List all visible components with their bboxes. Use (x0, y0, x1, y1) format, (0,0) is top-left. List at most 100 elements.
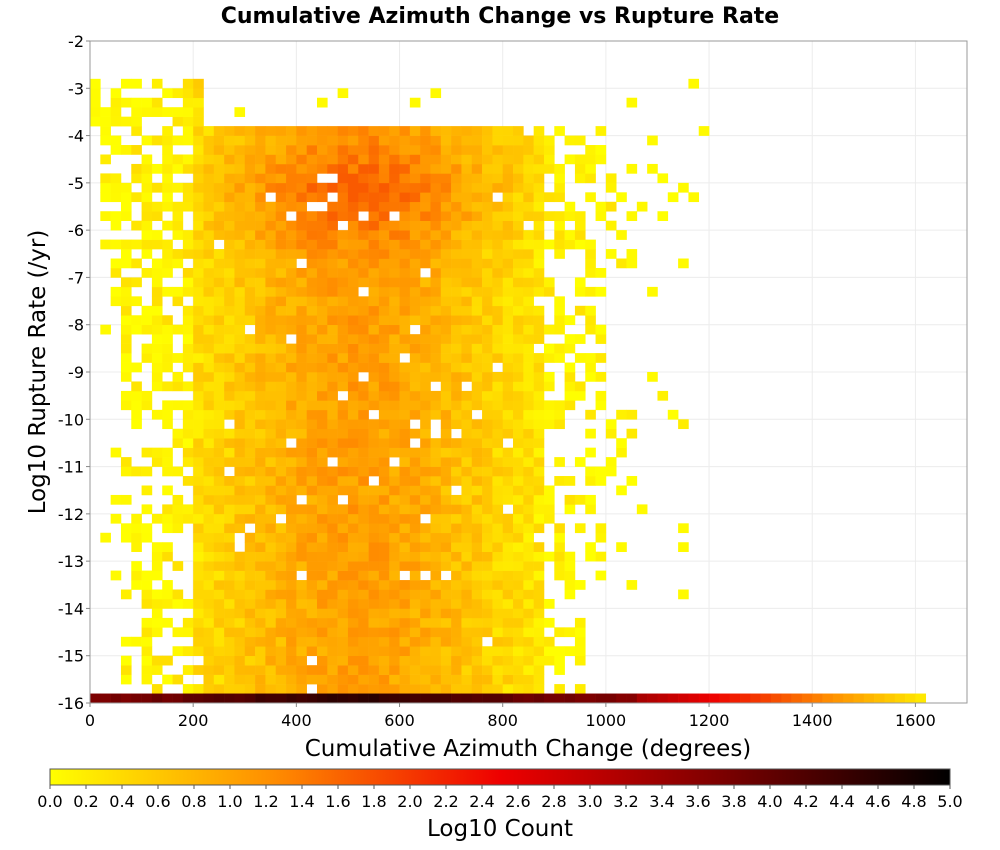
heatmap-cell (224, 447, 235, 458)
heatmap-cell (286, 523, 297, 534)
heatmap-cell (337, 532, 349, 543)
heatmap-cell (409, 305, 421, 316)
heatmap-cell (141, 249, 153, 259)
heatmap-cell (358, 239, 369, 250)
heatmap-cell (255, 561, 266, 571)
heatmap-cell (141, 324, 153, 335)
heatmap-cell (193, 476, 204, 486)
heatmap-cell (182, 249, 194, 259)
heatmap-cell (306, 324, 318, 335)
heatmap-cell (564, 362, 576, 373)
heatmap-cell (533, 353, 545, 363)
heatmap-cell (244, 561, 256, 571)
heatmap-cell (296, 419, 307, 430)
heatmap-cell (182, 315, 194, 326)
heatmap-cell (120, 636, 132, 647)
heatmap-cell (316, 315, 328, 326)
heatmap-cell (255, 267, 266, 278)
heatmap-cell (275, 466, 287, 477)
heatmap-cell (110, 182, 122, 193)
heatmap-cell (347, 485, 359, 496)
heatmap-cell (244, 296, 256, 307)
heatmap-cell (492, 665, 504, 675)
heatmap-cell (151, 513, 163, 524)
heatmap-cell (337, 466, 349, 477)
heatmap-cell (213, 627, 225, 638)
heatmap-cell (244, 580, 256, 590)
heatmap-cell (420, 617, 431, 628)
heatmap-cell (172, 286, 184, 297)
heatmap-cell (595, 126, 607, 136)
heatmap-cell (234, 494, 246, 505)
heatmap-cell (203, 334, 215, 344)
heatmap-cell (502, 674, 514, 685)
heatmap-cell (244, 457, 256, 467)
heatmap-cell (574, 617, 586, 628)
heatmap-cell (213, 684, 225, 694)
heatmap-cell (120, 182, 132, 193)
heatmap-cell (296, 277, 307, 288)
heatmap-cell (461, 570, 473, 581)
heatmap-cell (203, 655, 215, 666)
heatmap-cell (347, 504, 359, 515)
heatmap-cell (347, 315, 359, 326)
heatmap-cell (605, 173, 617, 184)
heatmap-cell (574, 381, 586, 392)
heatmap-cell-bottom-row (543, 693, 555, 703)
heatmap-cell (358, 220, 369, 231)
heatmap-cell (533, 182, 545, 193)
heatmap-cell (502, 608, 514, 619)
heatmap-cell (358, 163, 369, 174)
heatmap-cell (440, 173, 452, 184)
heatmap-cell (120, 372, 132, 382)
heatmap-cell (306, 154, 318, 165)
heatmap-cell (378, 438, 390, 448)
heatmap-cell (347, 173, 359, 184)
heatmap-cell (471, 324, 483, 335)
heatmap-cell (193, 78, 204, 89)
heatmap-cell (461, 372, 473, 382)
heatmap-cell (420, 655, 431, 666)
heatmap-cell (461, 551, 473, 562)
heatmap-cell (543, 400, 555, 411)
heatmap-cell (306, 343, 318, 354)
heatmap-cell (172, 201, 184, 212)
heatmap-cell (172, 561, 184, 571)
heatmap-cell (543, 277, 555, 288)
heatmap-cell (265, 305, 277, 316)
heatmap-cell (430, 485, 442, 496)
heatmap-cell (358, 135, 369, 146)
heatmap-cell-bottom-row (131, 693, 142, 703)
heatmap-cell (585, 173, 596, 184)
heatmap-cell-bottom-row (141, 693, 153, 703)
heatmap-cell (286, 617, 297, 628)
heatmap-cell (389, 466, 400, 477)
heatmap-cell (471, 551, 483, 562)
heatmap-cell (234, 372, 246, 382)
heatmap-cell (275, 211, 287, 221)
heatmap-cell (461, 636, 473, 647)
heatmap-cell (172, 88, 184, 99)
heatmap-cell (451, 173, 462, 184)
heatmap-cell (327, 277, 338, 288)
heatmap-cell (471, 334, 483, 344)
heatmap-cell (275, 523, 287, 534)
heatmap-cell (327, 561, 338, 571)
heatmap-cell (151, 324, 163, 335)
heatmap-cell-bottom-row (791, 693, 803, 703)
heatmap-cell (131, 523, 142, 534)
heatmap-cell (513, 655, 524, 666)
heatmap-cell (378, 201, 390, 212)
heatmap-cell (574, 494, 586, 505)
heatmap-cell (327, 400, 338, 411)
heatmap-cell (316, 636, 328, 647)
heatmap-cell (440, 598, 452, 609)
heatmap-cell (327, 126, 338, 136)
heatmap-cell-bottom-row (605, 693, 617, 703)
chart-title: Cumulative Azimuth Change vs Rupture Rat… (221, 4, 779, 29)
heatmap-cell (471, 173, 483, 184)
heatmap-cell (255, 665, 266, 675)
heatmap-cell (513, 674, 524, 685)
heatmap-cell (120, 296, 132, 307)
heatmap-cell (533, 438, 545, 448)
